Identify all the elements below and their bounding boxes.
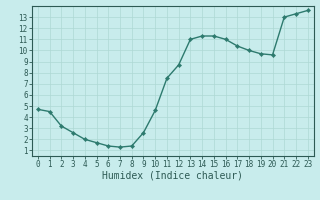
X-axis label: Humidex (Indice chaleur): Humidex (Indice chaleur) [102,171,243,181]
